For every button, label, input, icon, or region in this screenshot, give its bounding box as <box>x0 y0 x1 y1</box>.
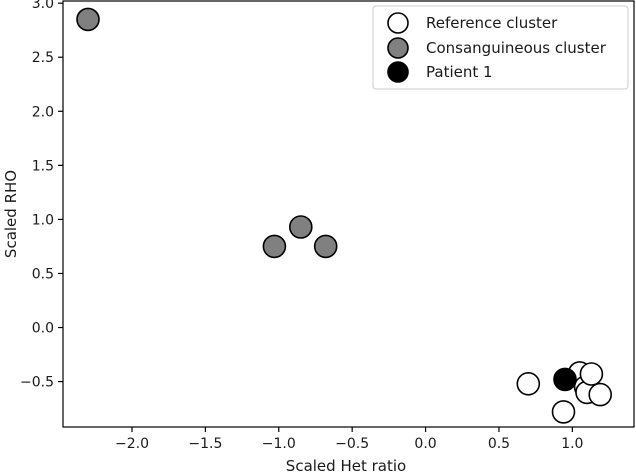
data-point-series1-2 <box>288 215 313 239</box>
y-tick-label: 2.5 <box>32 50 54 66</box>
x-tick-label: −1.5 <box>188 436 222 452</box>
y-tick-label: −0.5 <box>20 375 54 391</box>
x-tick-label: −1.0 <box>262 436 296 452</box>
y-tick-label: 0.0 <box>32 321 54 337</box>
x-tick-label: 0.0 <box>414 436 436 452</box>
data-point-series0-6 <box>579 362 604 386</box>
x-axis: −2.0 −1.5 −1.0 −0.5 0.0 0.5 1.0 <box>115 427 583 452</box>
data-point-series1-0 <box>76 7 100 32</box>
y-tick-label: 0.5 <box>32 266 54 282</box>
data-point-series0-1 <box>551 400 576 424</box>
legend-frame <box>372 5 629 90</box>
y-tick-label: 3.0 <box>32 0 54 12</box>
x-tick-label: 1.0 <box>561 436 583 452</box>
x-tick-label: −0.5 <box>335 436 369 452</box>
y-axis: −0.5 0.0 0.5 1.0 1.5 2.0 2.5 3.0 <box>20 0 63 391</box>
x-tick-label: −2.0 <box>115 436 149 452</box>
y-tick-label: 1.0 <box>32 212 54 228</box>
y-tick-label: 1.5 <box>32 158 54 174</box>
x-axis-label: Scaled Het ratio <box>286 457 406 475</box>
legend-marker-reference <box>387 12 409 34</box>
data-point-series1-3 <box>313 234 338 259</box>
plot-markers <box>76 7 613 424</box>
legend-marker-consanguineous <box>387 37 409 59</box>
legend-marker-patient <box>387 61 409 83</box>
plot-frame <box>62 0 635 428</box>
y-tick-label: 2.0 <box>32 104 54 120</box>
legend-label-patient: Patient 1 <box>426 63 493 81</box>
data-point-series0-0 <box>516 371 541 396</box>
data-point-series0-5 <box>588 382 613 407</box>
data-point-series2-0 <box>553 367 577 392</box>
data-point-series1-1 <box>262 234 287 259</box>
legend-label-reference: Reference cluster <box>426 14 558 32</box>
legend: Reference cluster Consanguineous cluster… <box>372 5 629 90</box>
y-axis-label: Scaled RHO <box>2 170 20 258</box>
legend-label-consanguineous: Consanguineous cluster <box>426 39 607 57</box>
x-tick-label: 0.5 <box>488 436 510 452</box>
